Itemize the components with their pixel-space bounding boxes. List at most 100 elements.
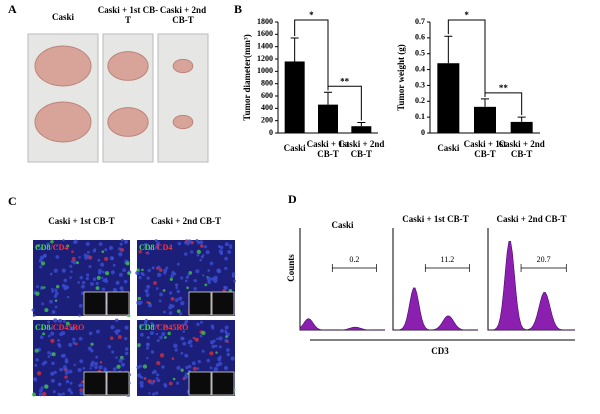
nucleus: [163, 271, 167, 275]
inset: [83, 291, 107, 316]
nucleus: [109, 336, 114, 340]
nucleus: [70, 391, 74, 395]
nucleus: [144, 289, 149, 294]
nucleus: [99, 360, 103, 364]
nucleus: [82, 366, 86, 370]
nucleus: [79, 275, 83, 280]
nucleus: [68, 369, 73, 374]
nucleus: [36, 371, 42, 376]
nucleus: [156, 323, 160, 328]
y-tick-label: 0.5: [415, 49, 425, 58]
nucleus: [197, 241, 201, 245]
bar: [474, 106, 496, 133]
nucleus: [41, 302, 45, 306]
nucleus: [73, 239, 78, 244]
nucleus: [193, 287, 197, 291]
nucleus: [170, 296, 175, 301]
nucleus: [122, 268, 127, 273]
nucleus: [143, 246, 147, 249]
histogram: [392, 287, 478, 331]
nucleus: [196, 367, 200, 370]
nucleus: [96, 329, 100, 334]
nucleus: [137, 296, 142, 301]
significance-bracket: [294, 19, 329, 91]
nucleus: [120, 248, 125, 252]
nucleus: [168, 381, 173, 386]
nucleus: [35, 358, 39, 362]
nucleus: [71, 250, 74, 253]
column-header: Caski + 1st CB-T: [97, 5, 159, 25]
nucleus: [115, 356, 118, 359]
nucleus: [105, 271, 110, 276]
significance-label: *: [464, 10, 469, 20]
bar: [510, 121, 533, 133]
nucleus: [67, 388, 72, 393]
nucleus: [158, 299, 162, 303]
nucleus: [61, 353, 66, 358]
nucleus: [169, 277, 173, 281]
nucleus: [146, 335, 150, 340]
nucleus: [35, 291, 40, 296]
nucleus: [49, 299, 53, 304]
nucleus: [156, 361, 161, 366]
nucleus: [203, 245, 208, 249]
nucleus: [184, 252, 188, 256]
nucleus: [50, 371, 55, 376]
nucleus: [51, 287, 54, 291]
nucleus: [226, 340, 229, 343]
nucleus: [124, 336, 128, 341]
nucleus: [31, 392, 36, 397]
nucleus: [101, 270, 105, 274]
nucleus: [200, 244, 204, 248]
nucleus: [112, 263, 116, 267]
nucleus: [40, 327, 44, 331]
nucleus: [42, 391, 47, 397]
y-tick-label: 0.2: [415, 96, 425, 105]
nucleus: [213, 278, 218, 283]
nucleus: [202, 274, 205, 277]
nucleus: [47, 355, 51, 358]
nucleus: [64, 375, 68, 379]
significance-label: **: [340, 76, 350, 86]
nucleus: [79, 391, 84, 396]
nucleus: [164, 325, 168, 328]
nucleus: [219, 328, 224, 333]
gate-value: 20.7: [537, 255, 551, 264]
nucleus: [124, 351, 129, 356]
nucleus: [104, 277, 108, 281]
nucleus: [175, 286, 178, 289]
y-tick-label: 1400: [257, 41, 273, 50]
nucleus: [81, 380, 84, 384]
nucleus: [152, 392, 156, 396]
nucleus: [161, 365, 165, 369]
nucleus: [47, 334, 51, 338]
tumor: [107, 107, 149, 137]
y-tick-label: 600: [261, 91, 273, 100]
nucleus: [42, 332, 46, 336]
nucleus: [115, 318, 119, 322]
nucleus: [47, 351, 51, 355]
nucleus: [50, 239, 54, 244]
nucleus: [110, 270, 115, 275]
nucleus: [183, 322, 187, 326]
nucleus: [199, 258, 202, 262]
nucleus: [88, 265, 92, 269]
column-header: Caski + 2nd CB-T: [151, 216, 221, 226]
bar: [437, 63, 460, 133]
nucleus: [199, 240, 204, 245]
nucleus: [146, 276, 150, 280]
nucleus: [144, 318, 148, 322]
nucleus: [51, 352, 56, 357]
nucleus: [75, 342, 78, 346]
nucleus: [55, 284, 60, 289]
nucleus: [219, 245, 224, 250]
nucleus: [70, 270, 73, 273]
nucleus: [209, 366, 213, 370]
histogram: [299, 318, 385, 331]
nucleus: [211, 326, 215, 330]
nucleus: [146, 284, 151, 289]
x-tick-label: Caski + 2nd CB-T: [338, 139, 385, 159]
significance-bracket: [484, 92, 523, 116]
error-bar: [324, 91, 332, 105]
stain-red: /CD4: [50, 243, 69, 252]
